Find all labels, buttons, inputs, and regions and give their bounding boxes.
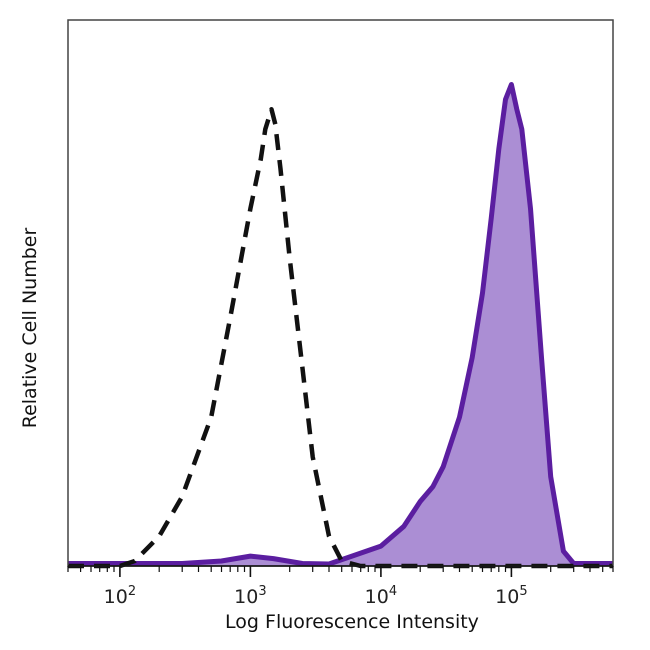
x-tick-label-exponent: 3 — [258, 584, 266, 599]
series-1-area — [68, 84, 613, 566]
x-tick-label-exponent: 5 — [519, 584, 527, 599]
x-axis-title: Log Fluorescence Intensity — [225, 611, 479, 633]
x-tick-label: 104 — [365, 584, 397, 608]
series-0-line — [68, 107, 613, 569]
x-tick-label: 103 — [234, 584, 266, 608]
series-1-line — [68, 82, 613, 567]
x-tick-label-exponent: 2 — [128, 584, 136, 599]
y-axis-title: Relative Cell Number — [19, 228, 41, 429]
x-tick-label-base: 10 — [495, 586, 519, 608]
x-tick-label-exponent: 4 — [389, 584, 397, 599]
x-tick-label-base: 10 — [365, 586, 389, 608]
x-tick-label-base: 10 — [234, 586, 258, 608]
x-axis-tick-labels: 102 103 104 105 — [104, 584, 528, 608]
x-tick-label: 105 — [495, 584, 527, 608]
x-axis-ticks — [67, 566, 614, 577]
x-tick-label-base: 10 — [104, 586, 128, 608]
series-layer — [68, 82, 613, 569]
x-tick-label: 102 — [104, 584, 136, 608]
